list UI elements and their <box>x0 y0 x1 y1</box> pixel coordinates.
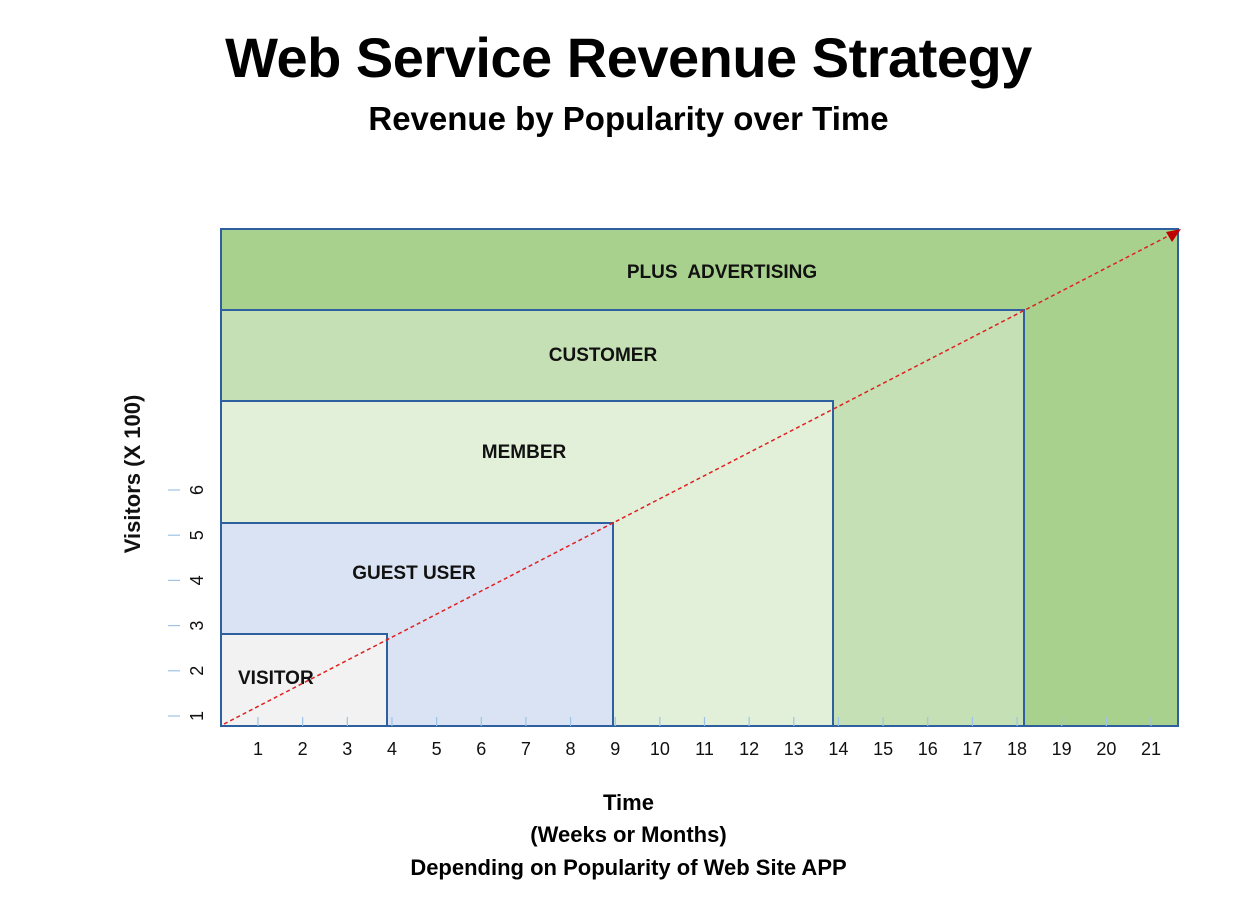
x-tick-label: 8 <box>566 739 576 759</box>
x-tick-label: 16 <box>918 739 938 759</box>
x-tick-label: 13 <box>784 739 804 759</box>
x-tick-label: 10 <box>650 739 670 759</box>
x-tick-label: 20 <box>1096 739 1116 759</box>
y-tick-label: 2 <box>187 666 207 676</box>
x-tick-label: 19 <box>1052 739 1072 759</box>
x-tick-label: 6 <box>476 739 486 759</box>
x-tick-label: 18 <box>1007 739 1027 759</box>
x-tick-label: 2 <box>298 739 308 759</box>
x-tick-label: 1 <box>253 739 263 759</box>
x-tick-label: 17 <box>962 739 982 759</box>
x-tick-label: 15 <box>873 739 893 759</box>
x-tick-label: 5 <box>432 739 442 759</box>
x-tick-label: 7 <box>521 739 531 759</box>
tier-label-plus-advertising: PLUS ADVERTISING <box>627 262 817 283</box>
y-tick-label: 3 <box>187 621 207 631</box>
y-tick-label: 5 <box>187 530 207 540</box>
x-tick-label: 4 <box>387 739 397 759</box>
tier-label-guest-user: GUEST USER <box>352 563 476 584</box>
y-tick-label: 1 <box>187 711 207 721</box>
x-tick-label: 12 <box>739 739 759 759</box>
x-tick-label: 11 <box>695 739 714 759</box>
trend-arrowhead <box>1166 229 1181 242</box>
x-axis-ticks: 1 2 3 4 5 6 7 8 9 10 11 12 13 14 15 16 17 18 19 20 21 <box>253 717 1161 759</box>
tier-label-member: MEMBER <box>482 442 567 463</box>
x-axis-subtitle: (Weeks or Months) <box>530 822 727 847</box>
tier-label-customer: CUSTOMER <box>549 345 658 366</box>
x-axis-title: Time <box>603 790 654 815</box>
x-tick-label: 3 <box>342 739 352 759</box>
y-axis-ticks: 1 2 3 4 5 6 <box>168 485 207 721</box>
x-tick-label: 14 <box>828 739 848 759</box>
x-axis-note: Depending on Popularity of Web Site APP <box>410 855 847 880</box>
y-tick-label: 4 <box>187 575 207 585</box>
x-tick-label: 9 <box>610 739 620 759</box>
y-axis-label: Visitors (X 100) <box>120 395 145 554</box>
page-title: Web Service Revenue Strategy <box>225 26 1032 89</box>
growth-trend-line <box>223 233 1173 725</box>
x-tick-label: 21 <box>1141 739 1161 759</box>
page-subtitle: Revenue by Popularity over Time <box>368 100 889 137</box>
tier-label-visitor: VISITOR <box>238 668 314 689</box>
y-tick-label: 6 <box>187 485 207 495</box>
